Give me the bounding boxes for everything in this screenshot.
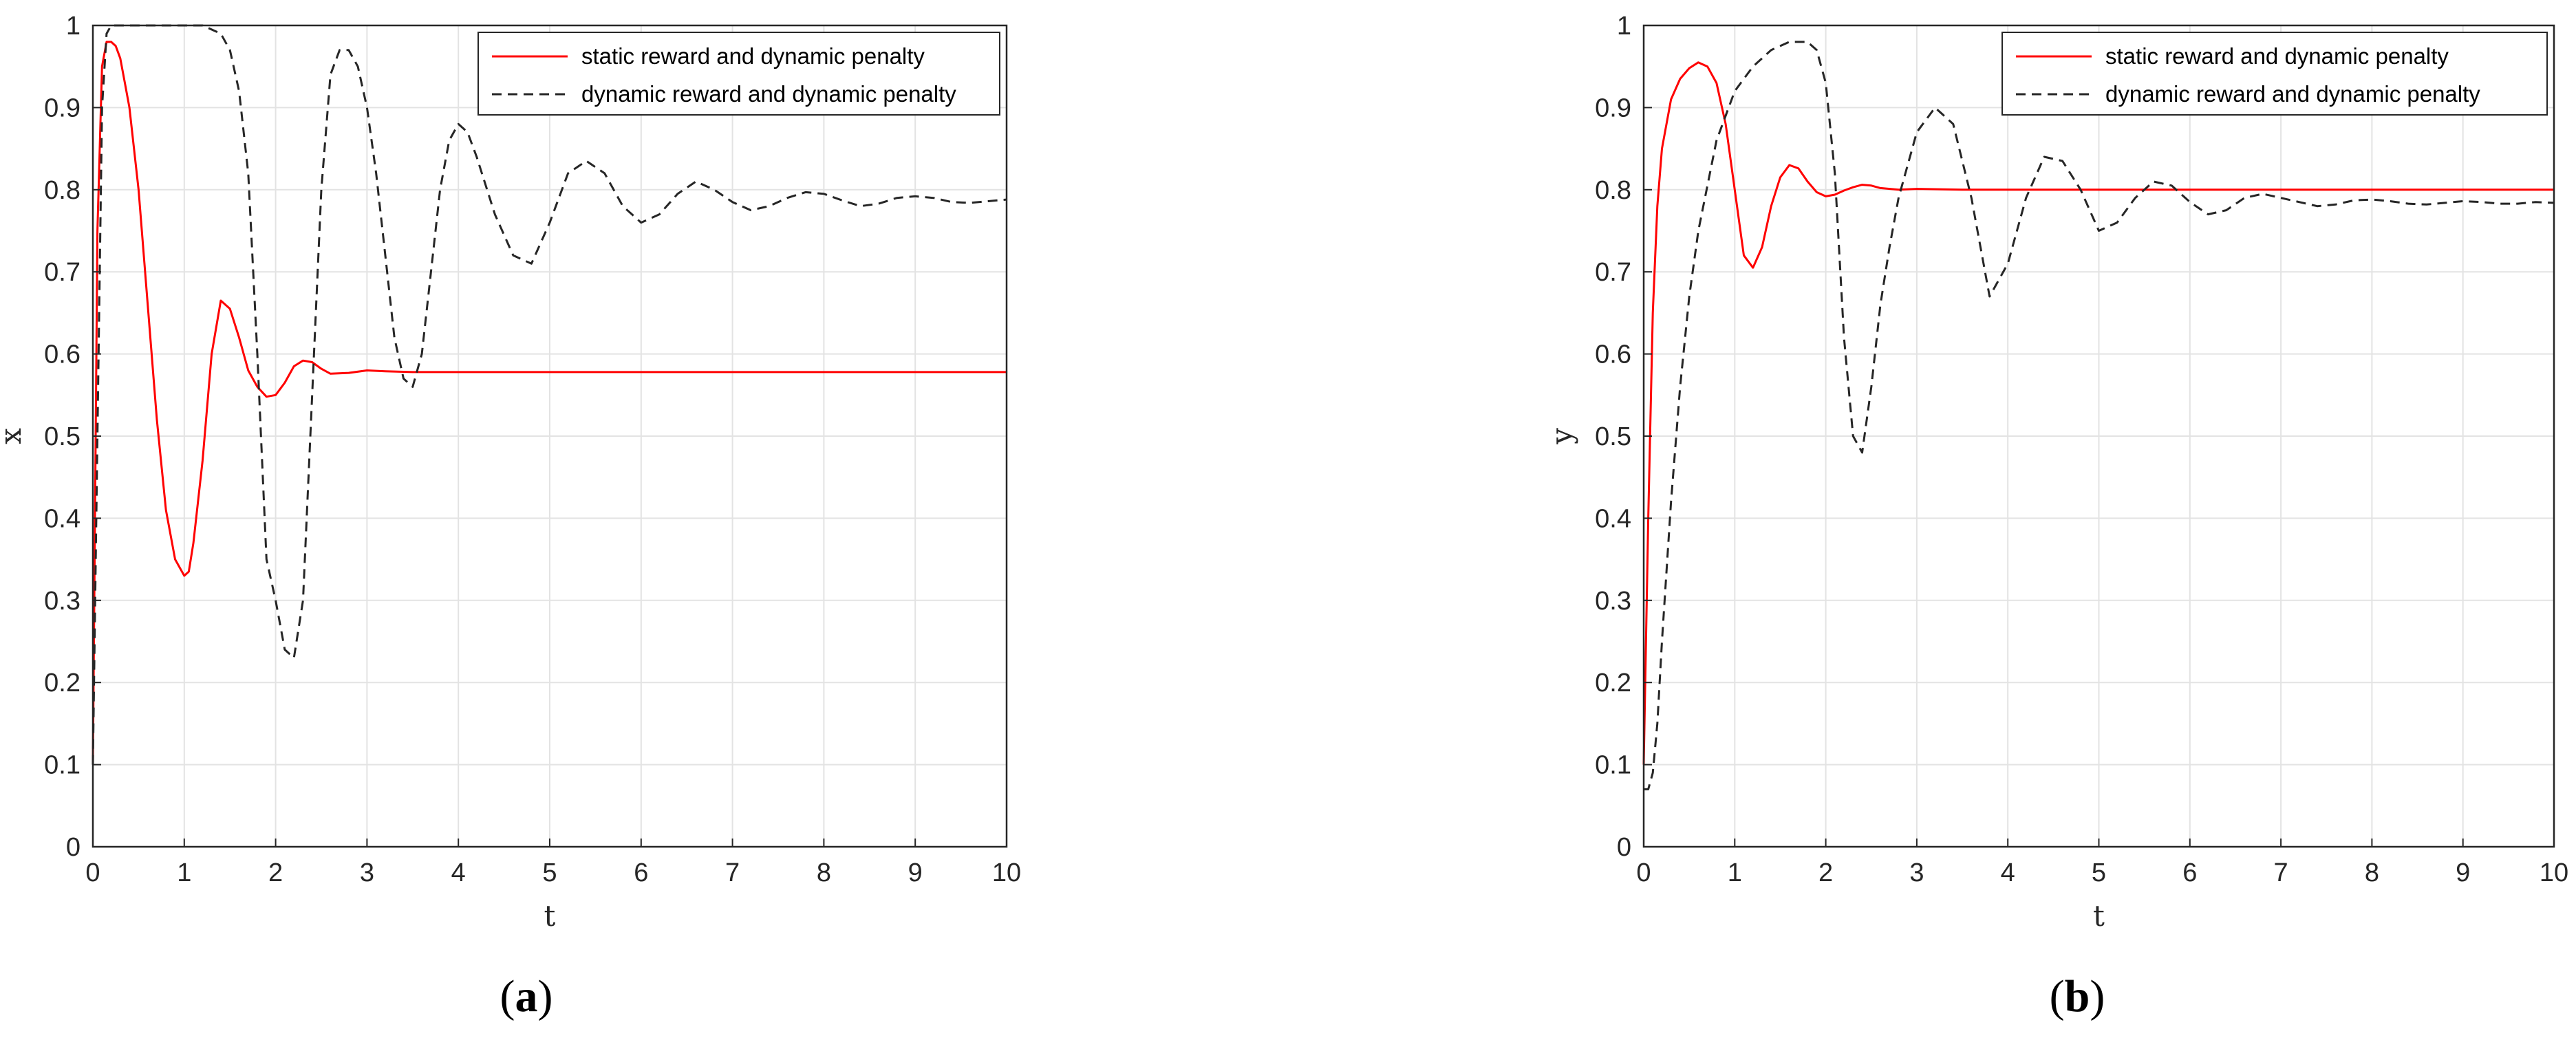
y-tick-label: 0.3	[1595, 587, 1631, 616]
y-tick-label: 0.3	[44, 587, 80, 616]
x-tick-label: 0	[85, 858, 100, 887]
y-tick-label: 1	[1617, 12, 1631, 41]
series-line-static	[1642, 61, 2554, 765]
x-tick-label: 8	[817, 858, 831, 887]
x-tick-label: 8	[2365, 858, 2379, 887]
x-tick-label: 4	[451, 858, 466, 887]
x-tick-label: 10	[992, 858, 1021, 887]
chart-panel-a: 0 1 2 3 4 5 6 7 8 9 10 0 0.1 0.2 0.3 0.4 0.5 0.6 0.7 0.8 0.9…	[0, 12, 1021, 933]
y-tick-label: 0.1	[44, 751, 80, 780]
x-axis-label: t	[2093, 899, 2105, 933]
x-tick-label: 2	[1818, 858, 1833, 887]
legend-label-static: static reward and dynamic penalty	[2105, 43, 2449, 69]
x-tick-label: 5	[2092, 858, 2106, 887]
x-tick-label: 2	[268, 858, 283, 887]
y-tick-label: 1	[66, 12, 80, 41]
x-tick-label: 5	[542, 858, 557, 887]
caption-a: (a)	[500, 971, 553, 1021]
y-tick-label: 0.9	[1595, 94, 1631, 122]
x-tick-label: 9	[908, 858, 923, 887]
y-tick-label: 0.6	[44, 340, 80, 369]
y-tick-label: 0.5	[1595, 422, 1631, 451]
y-tick-label: 0.8	[44, 176, 80, 205]
legend-label-static: static reward and dynamic penalty	[581, 43, 925, 69]
y-axis-label: x	[0, 428, 28, 444]
y-tick-label: 0.5	[44, 422, 80, 451]
x-tick-label: 1	[1728, 858, 1742, 887]
legend-box	[2001, 32, 2548, 116]
y-axis-label: y	[1545, 428, 1578, 445]
chart-panel-b: 0 1 2 3 4 5 6 7 8 9 10 0 0.1 0.2 0.3 0.4 0.5 0.6 0.7 0.8 0.9…	[1545, 12, 2568, 933]
x-tick-label: 4	[2001, 858, 2015, 887]
y-tick-label: 0.4	[44, 504, 80, 533]
x-axis-label: t	[544, 899, 556, 933]
y-tick-label: 0.9	[44, 94, 80, 122]
series-line-static	[92, 41, 1007, 765]
x-tick-label: 1	[177, 858, 191, 887]
x-tick-label: 3	[360, 858, 374, 887]
legend-label-dynamic: dynamic reward and dynamic penalty	[581, 81, 956, 107]
x-tick-label: 9	[2456, 858, 2470, 887]
series-line-dynamic	[92, 24, 1007, 765]
y-tick-label: 0.7	[1595, 258, 1631, 287]
y-tick-label: 0	[66, 833, 80, 862]
x-tick-label: 6	[2182, 858, 2197, 887]
y-tick-label: 0.1	[1595, 751, 1631, 780]
x-tick-label: 0	[1636, 858, 1651, 887]
legend-box	[477, 32, 1000, 116]
x-tick-label: 10	[2540, 858, 2568, 887]
caption-b: (b)	[2050, 971, 2105, 1021]
x-tick-label: 3	[1909, 858, 1924, 887]
y-tick-label: 0.4	[1595, 504, 1631, 533]
x-tick-label: 7	[725, 858, 740, 887]
y-tick-label: 0.7	[44, 258, 80, 287]
legend-label-dynamic: dynamic reward and dynamic penalty	[2105, 81, 2480, 107]
x-tick-label: 7	[2274, 858, 2288, 887]
y-tick-label: 0.2	[1595, 669, 1631, 698]
y-tick-label: 0	[1617, 833, 1631, 862]
y-tick-label: 0.6	[1595, 340, 1631, 369]
x-tick-label: 6	[634, 858, 648, 887]
y-tick-label: 0.8	[1595, 176, 1631, 205]
y-tick-label: 0.2	[44, 669, 80, 698]
